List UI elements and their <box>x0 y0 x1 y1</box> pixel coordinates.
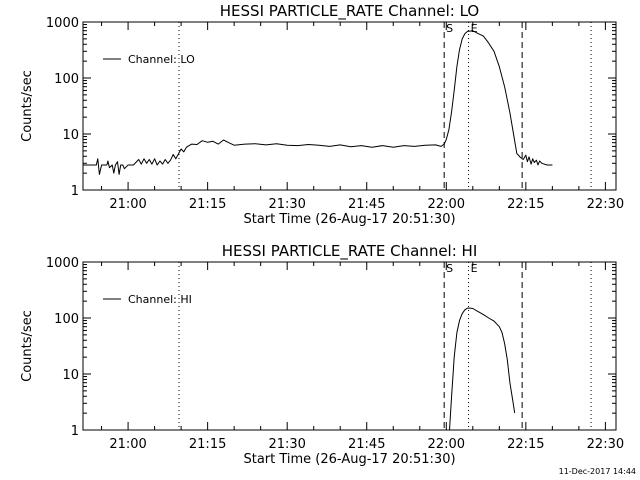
x-tick-label: 21:15 <box>189 197 226 212</box>
plot-frame <box>82 261 617 431</box>
x-tick-label: 21:30 <box>268 437 305 452</box>
x-tick-label: 21:15 <box>189 437 226 452</box>
event-marker-label: S <box>446 262 453 275</box>
x-tick-label: 22:30 <box>587 437 624 452</box>
y-tick-label: 1 <box>71 184 79 199</box>
x-tick-label: 21:45 <box>348 197 385 212</box>
y-tick-label: 100 <box>54 72 79 87</box>
footer-timestamp: 11-Dec-2017 14:44 <box>559 467 636 476</box>
legend-label: Channel: HI <box>128 293 192 306</box>
chart-panel-2: HESSI PARTICLE_RATE Channel: HI 21:00 21:1… <box>20 242 624 467</box>
legend-label: Channel: LO <box>128 53 195 66</box>
series-line <box>83 30 553 175</box>
x-axis-label: Start Time (26-Aug-17 20:51:30) <box>243 452 455 467</box>
chart-panel-1: HESSI PARTICLE_RATE Channel: LO 21:00 21:1… <box>20 2 624 227</box>
x-tick-label: 22:00 <box>428 197 465 212</box>
series-line <box>449 307 516 431</box>
y-tick-label: 100 <box>54 312 79 327</box>
chart-title: HESSI PARTICLE_RATE Channel: HI <box>222 242 478 261</box>
x-tick-label: 21:00 <box>109 437 146 452</box>
x-tick-label: 22:00 <box>428 437 465 452</box>
event-marker-label: E <box>471 262 478 275</box>
y-tick-label: 10 <box>62 128 79 143</box>
y-axis-label: Counts/sec <box>20 70 35 142</box>
x-tick-label: 22:15 <box>507 197 544 212</box>
x-tick-label: 21:30 <box>268 197 305 212</box>
x-tick-label: 22:30 <box>587 197 624 212</box>
event-marker-label: S <box>446 22 453 35</box>
y-axis-label: Counts/sec <box>20 310 35 382</box>
y-tick-label: 1000 <box>46 256 79 271</box>
y-tick-label: 1000 <box>46 16 79 31</box>
x-tick-label: 21:00 <box>109 197 146 212</box>
x-tick-label: 22:15 <box>507 437 544 452</box>
y-tick-label: 1 <box>71 424 79 439</box>
chart-title: HESSI PARTICLE_RATE Channel: LO <box>220 2 479 21</box>
event-marker-label: E <box>471 22 478 35</box>
x-axis-label: Start Time (26-Aug-17 20:51:30) <box>243 212 455 227</box>
x-tick-label: 21:45 <box>348 437 385 452</box>
y-tick-label: 10 <box>62 368 79 383</box>
plot-frame <box>82 21 617 191</box>
